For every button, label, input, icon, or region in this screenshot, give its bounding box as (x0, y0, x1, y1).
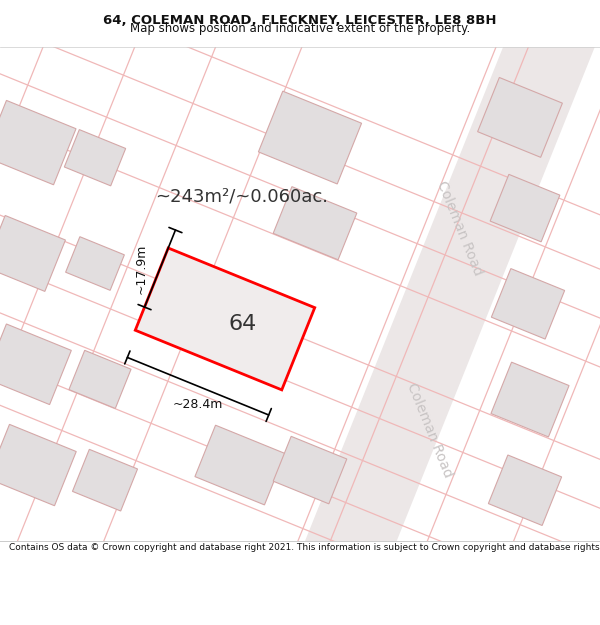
Text: Coleman Road: Coleman Road (404, 381, 455, 479)
Polygon shape (73, 449, 137, 511)
Polygon shape (273, 187, 357, 260)
Polygon shape (135, 248, 315, 390)
Polygon shape (491, 362, 569, 437)
Text: ~28.4m: ~28.4m (173, 398, 223, 411)
Polygon shape (64, 129, 125, 186)
Text: 64: 64 (229, 314, 257, 334)
Polygon shape (490, 174, 560, 242)
Polygon shape (478, 78, 562, 158)
Polygon shape (0, 216, 65, 291)
Text: Contains OS data © Crown copyright and database right 2021. This information is : Contains OS data © Crown copyright and d… (9, 543, 600, 552)
Polygon shape (65, 237, 124, 291)
Text: 64, COLEMAN ROAD, FLECKNEY, LEICESTER, LE8 8BH: 64, COLEMAN ROAD, FLECKNEY, LEICESTER, L… (103, 14, 497, 27)
Polygon shape (0, 324, 71, 404)
Polygon shape (69, 351, 131, 409)
Polygon shape (280, 0, 600, 625)
Polygon shape (195, 425, 285, 505)
Text: ~243m²/~0.060ac.: ~243m²/~0.060ac. (155, 187, 328, 205)
Polygon shape (0, 424, 76, 506)
Polygon shape (488, 455, 562, 526)
Polygon shape (259, 91, 362, 184)
Text: ~17.9m: ~17.9m (135, 243, 148, 294)
Polygon shape (0, 101, 76, 185)
Text: Coleman Road: Coleman Road (434, 179, 485, 278)
Polygon shape (491, 269, 565, 339)
Text: Map shows position and indicative extent of the property.: Map shows position and indicative extent… (130, 22, 470, 34)
Polygon shape (273, 436, 347, 504)
